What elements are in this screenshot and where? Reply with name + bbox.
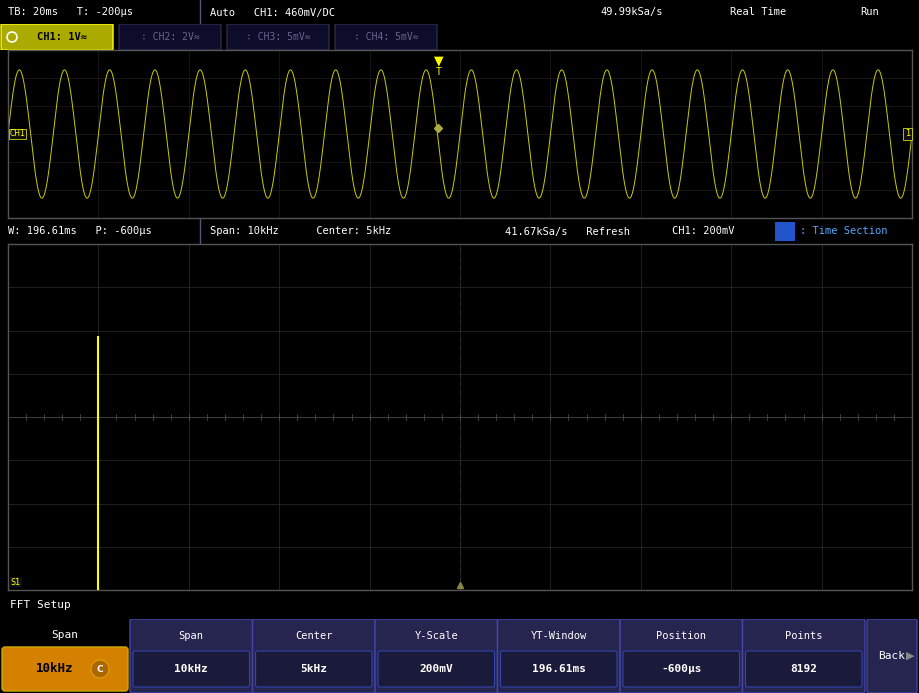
FancyBboxPatch shape bbox=[866, 619, 916, 693]
Text: 41.67kSa/s   Refresh: 41.67kSa/s Refresh bbox=[505, 227, 630, 236]
Text: CH1: 200mV: CH1: 200mV bbox=[671, 227, 733, 236]
FancyBboxPatch shape bbox=[619, 619, 742, 693]
Text: W: 196.61ms   P: -600μs: W: 196.61ms P: -600μs bbox=[8, 227, 152, 236]
Text: Center: Center bbox=[295, 631, 332, 641]
Text: T: T bbox=[435, 67, 441, 77]
Text: ∶ CH2: 2V≈: ∶ CH2: 2V≈ bbox=[141, 32, 199, 42]
Text: 1: 1 bbox=[904, 130, 909, 139]
Bar bbox=[774, 222, 794, 241]
Text: Position: Position bbox=[655, 631, 706, 641]
Text: YT-Window: YT-Window bbox=[530, 631, 586, 641]
Text: -600μs: -600μs bbox=[660, 664, 701, 674]
Text: ∶ CH3: 5mV≈: ∶ CH3: 5mV≈ bbox=[245, 32, 310, 42]
Text: C: C bbox=[96, 665, 103, 674]
FancyBboxPatch shape bbox=[375, 619, 497, 693]
FancyBboxPatch shape bbox=[742, 619, 864, 693]
Text: ▶: ▶ bbox=[904, 651, 913, 661]
FancyBboxPatch shape bbox=[622, 651, 739, 687]
Text: 49.99kSa/s: 49.99kSa/s bbox=[599, 7, 662, 17]
Text: Span: Span bbox=[178, 631, 203, 641]
FancyBboxPatch shape bbox=[378, 651, 494, 687]
FancyBboxPatch shape bbox=[130, 619, 252, 693]
Text: FFT Setup: FFT Setup bbox=[10, 600, 71, 610]
Text: Real Time: Real Time bbox=[729, 7, 786, 17]
Text: Back: Back bbox=[878, 651, 904, 661]
Text: CH1: CH1 bbox=[10, 130, 26, 139]
Text: CH1: 1V≈: CH1: 1V≈ bbox=[37, 32, 87, 42]
Text: S1: S1 bbox=[11, 577, 21, 586]
FancyBboxPatch shape bbox=[119, 24, 221, 50]
Text: Auto   CH1: 460mV∕DC: Auto CH1: 460mV∕DC bbox=[210, 7, 335, 17]
FancyBboxPatch shape bbox=[2, 647, 128, 691]
Text: 10kHz: 10kHz bbox=[36, 663, 74, 676]
FancyBboxPatch shape bbox=[335, 24, 437, 50]
FancyBboxPatch shape bbox=[252, 619, 375, 693]
FancyBboxPatch shape bbox=[255, 651, 371, 687]
FancyBboxPatch shape bbox=[744, 651, 861, 687]
Text: 8192: 8192 bbox=[789, 664, 816, 674]
Circle shape bbox=[91, 660, 108, 678]
FancyBboxPatch shape bbox=[227, 24, 329, 50]
Text: 5kHz: 5kHz bbox=[300, 664, 327, 674]
FancyBboxPatch shape bbox=[133, 651, 249, 687]
Text: Y-Scale: Y-Scale bbox=[414, 631, 458, 641]
Text: Span: Span bbox=[51, 630, 78, 640]
Text: 196.61ms: 196.61ms bbox=[531, 664, 585, 674]
Text: ∶ CH4: 5mV≈: ∶ CH4: 5mV≈ bbox=[353, 32, 418, 42]
Text: Points: Points bbox=[784, 631, 822, 641]
Text: 200mV: 200mV bbox=[419, 664, 453, 674]
Text: TB: 20ms   T: -200μs: TB: 20ms T: -200μs bbox=[8, 7, 133, 17]
FancyBboxPatch shape bbox=[497, 619, 619, 693]
Text: Span: 10kHz      Center: 5kHz: Span: 10kHz Center: 5kHz bbox=[210, 227, 391, 236]
FancyBboxPatch shape bbox=[1, 24, 113, 50]
Text: 10kHz: 10kHz bbox=[175, 664, 208, 674]
Text: ▼: ▼ bbox=[433, 55, 443, 68]
Text: : Time Section: : Time Section bbox=[800, 227, 887, 236]
Text: Run: Run bbox=[859, 7, 878, 17]
FancyBboxPatch shape bbox=[500, 651, 617, 687]
